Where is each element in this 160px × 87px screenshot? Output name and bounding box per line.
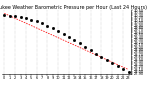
Title: Milwaukee Weather Barometric Pressure per Hour (Last 24 Hours): Milwaukee Weather Barometric Pressure pe…	[0, 5, 147, 10]
